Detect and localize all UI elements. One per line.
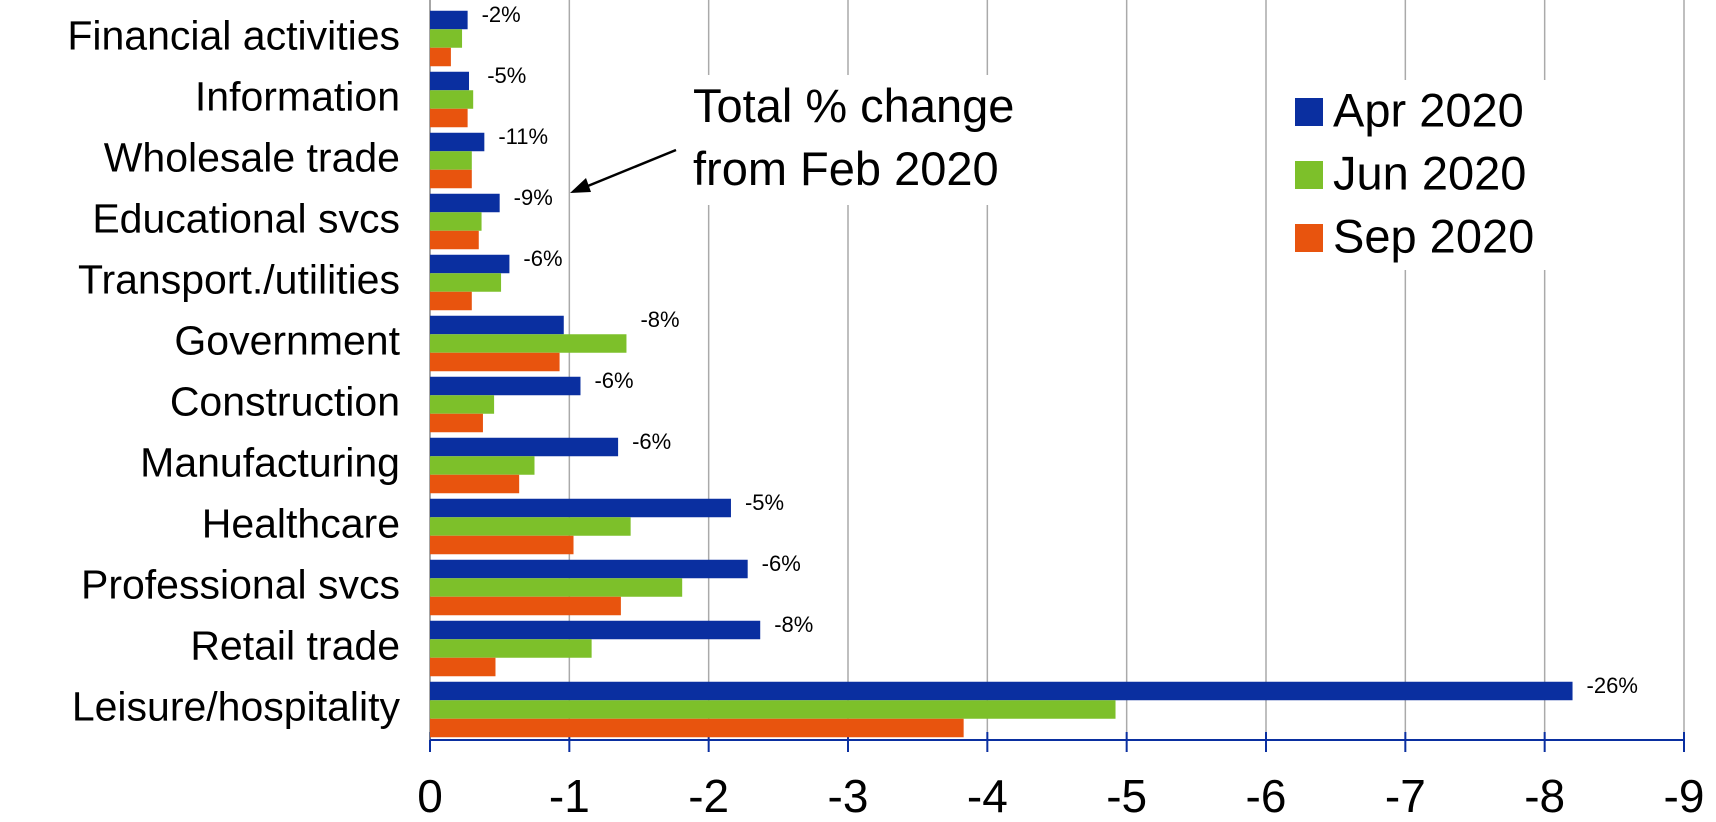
y-tick-label: Transport./utilities [78,256,400,302]
bar [430,193,500,213]
x-tick-label: -6 [1246,770,1287,822]
x-tick-label: -2 [688,770,729,822]
bar [430,291,472,311]
x-tick-label: -9 [1664,770,1705,822]
bar [430,29,463,48]
data-label: -6% [632,429,671,454]
bar [430,474,520,494]
bar [430,169,472,189]
y-tick-label: Professional svcs [81,561,400,607]
y-tick-label: Financial activities [67,12,400,58]
x-tick-label: -8 [1524,770,1565,822]
legend-swatch [1295,98,1323,126]
legend-label: Sep 2020 [1333,209,1534,262]
annotation: Total % change from Feb 2020 [693,79,1014,195]
bar [430,151,472,170]
bar [430,376,581,396]
annotation-bg [680,75,1080,205]
data-label: -11% [498,124,548,149]
y-tick-label: Healthcare [202,500,400,546]
bar [430,517,631,536]
data-label: -6% [523,246,562,271]
bar [430,620,761,640]
annotation-arrow [577,148,677,192]
bar [430,352,560,372]
bar [430,559,748,579]
legend-bg [1285,80,1585,270]
legend-label: Apr 2020 [1333,83,1524,136]
x-tick-label: -7 [1385,770,1426,822]
bar [430,578,683,597]
bar [430,718,964,738]
bar [430,315,564,335]
bar [430,535,574,555]
data-label: -2% [482,2,521,27]
legend-label: Jun 2020 [1333,146,1526,199]
x-tick-label: 0 [417,770,443,822]
y-tick-label: Wholesale trade [104,134,400,180]
bar [430,90,474,109]
x-tick-label: -4 [967,770,1008,822]
bar [430,230,479,250]
bar [430,657,496,677]
bar [430,108,468,128]
legend-swatch [1295,224,1323,252]
bar [430,681,1573,701]
bar [430,47,451,67]
bar [430,437,619,457]
bar [430,639,592,658]
bar [430,10,468,30]
y-tick-label: Government [174,317,400,363]
bar [430,71,470,91]
bar [430,413,483,433]
x-tick-label: -1 [549,770,590,822]
bar [430,395,495,414]
x-tick-label: -3 [828,770,869,822]
bar [430,596,621,616]
bar [430,254,510,274]
bar [430,456,535,475]
data-label: -6% [762,551,801,576]
bar [430,700,1116,719]
data-label: -8% [774,612,813,637]
bar [430,498,731,518]
bar [430,334,627,353]
y-tick-label: Information [195,73,400,119]
data-label: -6% [594,368,633,393]
y-tick-label: Manufacturing [140,439,400,485]
y-tick-label: Construction [170,378,400,424]
data-label: -5% [745,490,784,515]
data-label: -8% [640,307,679,332]
y-tick-label: Educational svcs [92,195,400,241]
data-label: -26% [1587,673,1638,698]
y-tick-label: Retail trade [190,622,400,668]
y-tick-label: Leisure/hospitality [72,683,401,729]
bar [430,132,485,152]
legend-swatch [1295,161,1323,189]
data-label: -9% [514,185,553,210]
bar [430,212,482,231]
data-label: -5% [487,63,526,88]
x-tick-label: -5 [1106,770,1147,822]
bar [430,273,502,292]
arrow-head [570,178,591,193]
